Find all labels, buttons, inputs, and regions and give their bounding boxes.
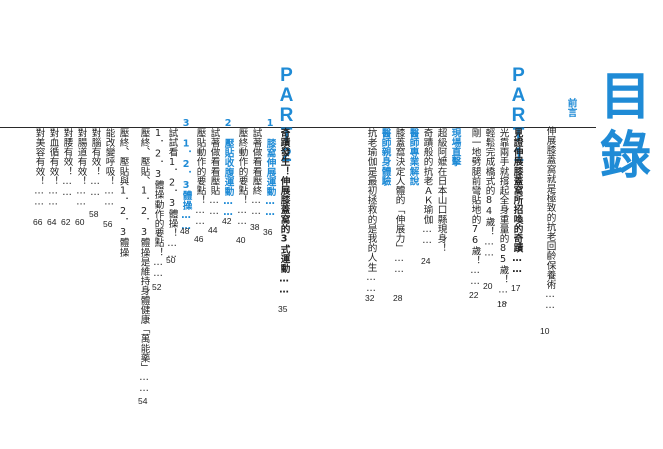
section1-item-2: 壓終動作的要點！……	[236, 128, 248, 227]
title-char-mu: 目	[600, 68, 652, 127]
effect-brain-page: 58	[89, 209, 99, 219]
effect-circulation: 對血循有效！……	[47, 128, 59, 208]
section1-page: 36	[263, 227, 273, 237]
part1-title: 見證伸展膝蓋窩所招喚的奇蹟……	[511, 128, 523, 275]
scene-item-2: 奇蹟般的抗老ＡＫ瑜伽……	[421, 128, 433, 246]
effect-breath-page: 56	[103, 219, 113, 229]
section3-page: 48	[180, 226, 190, 236]
section2-item-1: 試著做看看壓貼……	[208, 128, 220, 218]
effect-waist-page: 62	[61, 217, 71, 227]
preface-heading: 前言	[565, 98, 577, 118]
part1-item-1-page: 18	[497, 299, 507, 309]
section3-heading: 3 1．2．3體操……	[180, 118, 192, 232]
scene-item-2-page: 24	[421, 256, 431, 266]
effect-gut-page: 60	[75, 217, 85, 227]
section2-item-2-page: 46	[194, 234, 204, 244]
part1-item-1: 光靠兩手就撐起全身重量的85歲！……	[497, 128, 509, 307]
divider-line	[0, 127, 596, 128]
effects-intro: 壓終、壓貼與1．2．3體操	[117, 128, 129, 257]
summary-item-page: 54	[138, 396, 148, 406]
scene-heading: 現場直擊	[449, 128, 461, 167]
part2-label: PART2	[276, 65, 297, 165]
part1-label: PART1	[508, 65, 529, 165]
effect-breath: 能改變呼吸！……	[103, 128, 115, 208]
effect-waist: 對腰有效！……	[61, 128, 73, 198]
experience-item-1-page: 32	[365, 293, 375, 303]
section3-item-1-page: 50	[166, 255, 176, 265]
scene-item-1: 超級阿嬤在日本山口縣現身！	[435, 128, 447, 253]
effect-beauty-page: 66	[33, 217, 43, 227]
effect-beauty: 對美容有效！……	[33, 128, 45, 208]
part1-item-2-page: 20	[483, 281, 493, 291]
section1-heading: 1 膝窩伸展運動……	[264, 118, 276, 219]
section1-item-1-page: 38	[250, 222, 260, 232]
doctor-item-1-page: 28	[393, 293, 403, 303]
effect-circulation-page: 64	[47, 217, 57, 227]
doctor-item-1: 膝蓋窩決定人體的「伸展力」……	[393, 128, 405, 275]
section3-item-1: 試試看1．2．3體操！……	[166, 128, 178, 260]
title-char-lu: 錄	[600, 127, 652, 186]
part1-title-page: 17	[511, 283, 521, 293]
preface-page: 10	[540, 326, 550, 336]
section2-item-2: 壓貼動作的要點！……	[194, 128, 206, 227]
experience-item-1: 抗老瑜伽是最初拯救的是我的人生……	[365, 128, 377, 294]
effect-gut: 對腸道有效！……	[75, 128, 87, 208]
part2-title-page: 35	[278, 304, 288, 314]
effect-brain: 對腦有效！……	[89, 128, 101, 198]
section2-heading: 2 壓貼收腹運動……	[222, 118, 234, 219]
section1-item-2-page: 40	[236, 235, 246, 245]
doctor-heading: 醫師專業解說	[407, 128, 419, 186]
preface-line: 伸展膝蓋窩就是極致的抗老回齡保養術……	[544, 126, 556, 312]
part1-item-2: 輕鬆完成橋式的84歲！……	[483, 128, 495, 259]
section3-item-2: 1．2．3體操動作的要點！……	[152, 128, 164, 279]
section2-item-1-page: 44	[208, 225, 218, 235]
part1-item-3: 剛一地劈腿前彎貼地的76歲！……	[469, 128, 481, 288]
part2-title: 奇蹟發生！伸展膝蓋窩的3式運動……	[278, 128, 290, 296]
summary-item: 壓終、壓貼、1．2．3體操是維持身體健康「萬能藥」……	[138, 128, 150, 395]
part1-item-3-page: 22	[469, 290, 479, 300]
section3-item-2-page: 52	[152, 282, 162, 292]
section1-item-1: 試著做看看壓終……	[250, 128, 262, 218]
experience-heading: 醫師親身體驗	[379, 128, 391, 186]
section2-page: 42	[222, 216, 232, 226]
